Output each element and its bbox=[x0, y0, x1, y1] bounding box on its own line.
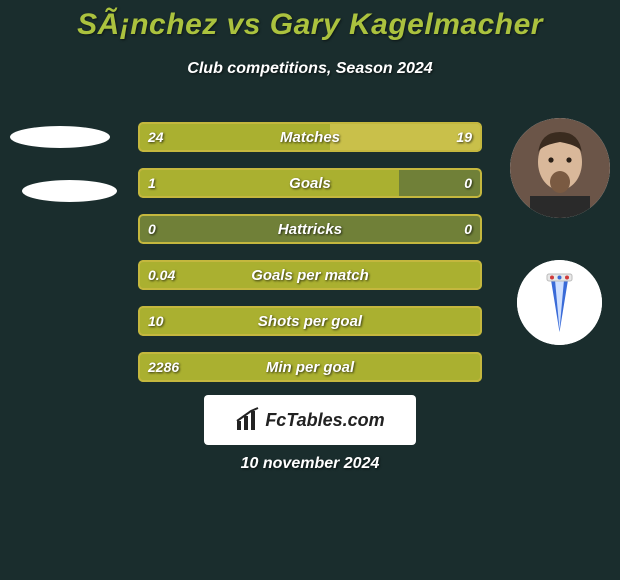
stat-label: Goals per match bbox=[138, 260, 482, 290]
comparison-infographic: SÃ¡nchez vs Gary Kagelmacher Club compet… bbox=[0, 0, 620, 580]
stat-value-left: 0.04 bbox=[148, 260, 175, 290]
stat-row: Hattricks0 0 bbox=[138, 214, 482, 244]
stat-label: Hattricks bbox=[138, 214, 482, 244]
player-left-placeholder-2 bbox=[22, 180, 117, 202]
chart-icon bbox=[235, 407, 261, 433]
stat-label: Goals bbox=[138, 168, 482, 198]
stat-row: Shots per goal10 bbox=[138, 306, 482, 336]
stats-bars: Matches2419Goals10Hattricks00Goals per m… bbox=[138, 122, 482, 398]
title: SÃ¡nchez vs Gary Kagelmacher bbox=[0, 0, 620, 42]
player-left-placeholder-1 bbox=[10, 126, 110, 148]
club-right-logo bbox=[517, 260, 602, 345]
stat-value-left: 2286 bbox=[148, 352, 179, 382]
subtitle: Club competitions, Season 2024 bbox=[0, 60, 620, 78]
date-text: 10 november 2024 bbox=[0, 455, 620, 473]
fctables-logo: FcTables.com bbox=[204, 395, 416, 445]
stat-label: Shots per goal bbox=[138, 306, 482, 336]
stat-row: Matches24 19 bbox=[138, 122, 482, 152]
stat-value-left: 24 bbox=[148, 122, 164, 152]
stat-row: Goals per match0.04 bbox=[138, 260, 482, 290]
stat-value-right: 0 bbox=[464, 214, 472, 244]
stat-row: Min per goal2286 bbox=[138, 352, 482, 382]
stat-value-left: 0 bbox=[148, 214, 156, 244]
stat-row: Goals1 0 bbox=[138, 168, 482, 198]
stat-label: Matches bbox=[138, 122, 482, 152]
stat-value-left: 10 bbox=[148, 306, 164, 336]
fctables-text: FcTables.com bbox=[265, 410, 384, 431]
stat-label: Min per goal bbox=[138, 352, 482, 382]
stat-value-right: 19 bbox=[456, 122, 472, 152]
stat-value-left: 1 bbox=[148, 168, 156, 198]
player-right-avatar bbox=[510, 118, 610, 218]
stat-value-right: 0 bbox=[464, 168, 472, 198]
